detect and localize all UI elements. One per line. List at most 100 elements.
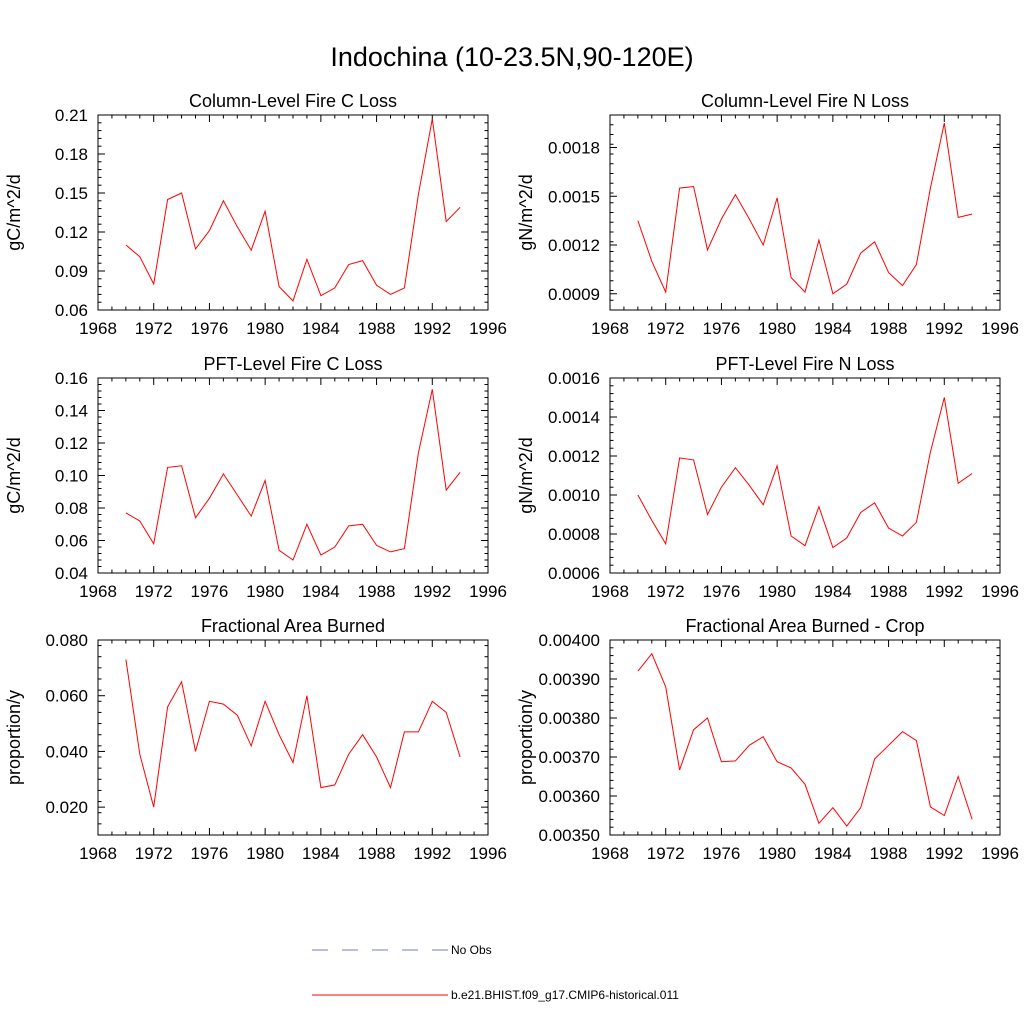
plot-frame	[609, 639, 1001, 836]
y-tick-label: 0.14	[55, 402, 88, 421]
x-tick-label: 1972	[135, 844, 173, 863]
chart-title: Column-Level Fire N Loss	[701, 91, 909, 111]
y-tick-label: 0.080	[45, 631, 88, 650]
series-line-1	[637, 652, 973, 827]
x-tick-label: 1976	[191, 844, 229, 863]
x-tick-label: 1988	[358, 844, 396, 863]
plot-frame	[97, 377, 489, 574]
x-tick-label: 1980	[758, 844, 796, 863]
x-tick-label: 1984	[302, 582, 340, 601]
chart-title: PFT-Level Fire C Loss	[203, 354, 382, 374]
y-tick-label: 0.12	[55, 434, 88, 453]
x-tick-label: 1968	[591, 582, 629, 601]
y-tick-label: 0.08	[55, 499, 88, 518]
y-tick-label: 0.00360	[539, 787, 600, 806]
chart-title: Column-Level Fire C Loss	[189, 91, 397, 111]
x-tick-label: 1968	[591, 844, 629, 863]
x-tick-label: 1980	[758, 319, 796, 338]
chart-panel-2: Column-Level Fire N Loss gN/m^2/d 1968 1972…	[516, 91, 1019, 338]
y-tick-label: 0.06	[55, 532, 88, 551]
y-axis-label: gC/m^2/d	[4, 174, 24, 250]
y-tick-label: 0.18	[55, 145, 88, 164]
y-tick-label: 0.00380	[539, 709, 600, 728]
x-tick-label: 1976	[191, 582, 229, 601]
x-tick-label: 1968	[79, 582, 117, 601]
series-line-1	[125, 389, 461, 561]
y-tick-label: 0.0015	[548, 187, 600, 206]
y-tick-label: 0.0014	[548, 408, 600, 427]
x-tick-label: 1976	[703, 582, 741, 601]
x-tick-label: 1968	[79, 319, 117, 338]
x-tick-label: 1972	[135, 319, 173, 338]
y-tick-label: 0.0008	[548, 525, 600, 544]
legend: No Obs b.e21.BHIST.f09_g17.CMIP6-histori…	[312, 943, 679, 1002]
x-tick-label: 1992	[413, 319, 451, 338]
series-line-1	[125, 118, 461, 302]
plot-frame	[97, 114, 489, 311]
x-tick-label: 1972	[647, 319, 685, 338]
y-axis-label: gN/m^2/d	[516, 174, 536, 250]
plot-frame	[97, 639, 489, 836]
x-tick-label: 1996	[981, 319, 1019, 338]
x-tick-label: 1988	[870, 582, 908, 601]
chart-panel-6: Fractional Area Burned - Crop proportion/…	[516, 616, 1019, 863]
y-tick-label: 0.040	[45, 742, 88, 761]
x-tick-label: 1996	[469, 844, 507, 863]
x-tick-label: 1992	[413, 844, 451, 863]
y-tick-label: 0.060	[45, 687, 88, 706]
y-tick-label: 0.12	[55, 223, 88, 242]
x-tick-label: 1996	[469, 319, 507, 338]
y-axis-label: gC/m^2/d	[4, 437, 24, 513]
y-tick-label: 0.21	[55, 106, 88, 125]
chart-title: Fractional Area Burned	[201, 616, 385, 636]
y-tick-label: 0.09	[55, 262, 88, 281]
x-tick-label: 1972	[647, 582, 685, 601]
y-tick-label: 0.00400	[539, 631, 600, 650]
series-line-1	[637, 122, 973, 295]
x-tick-label: 1996	[981, 844, 1019, 863]
chart-panel-5: Fractional Area Burned proportion/y 1968 19…	[4, 616, 507, 863]
y-tick-label: 0.0006	[548, 564, 600, 583]
y-tick-label: 0.10	[55, 467, 88, 486]
y-tick-label: 0.020	[45, 798, 88, 817]
x-tick-label: 1984	[814, 319, 852, 338]
x-tick-label: 1980	[758, 582, 796, 601]
figure-title: Indochina (10-23.5N,90-120E)	[330, 42, 693, 72]
x-tick-label: 1992	[413, 582, 451, 601]
x-tick-label: 1996	[469, 582, 507, 601]
x-tick-label: 1972	[647, 844, 685, 863]
y-axis-label: proportion/y	[4, 690, 24, 785]
y-tick-label: 0.04	[55, 564, 88, 583]
y-tick-label: 0.00390	[539, 670, 600, 689]
x-tick-label: 1992	[925, 319, 963, 338]
chart-panel-3: PFT-Level Fire C Loss gC/m^2/d 1968 1972 197…	[4, 354, 507, 601]
x-tick-label: 1984	[302, 844, 340, 863]
series-line-1	[637, 397, 973, 549]
x-tick-label: 1968	[79, 844, 117, 863]
y-tick-label: 0.06	[55, 301, 88, 320]
x-tick-label: 1976	[191, 319, 229, 338]
y-tick-label: 0.16	[55, 369, 88, 388]
chart-title: Fractional Area Burned - Crop	[685, 616, 924, 636]
x-tick-label: 1984	[814, 582, 852, 601]
chart-title: PFT-Level Fire N Loss	[715, 354, 894, 374]
x-tick-label: 1976	[703, 844, 741, 863]
y-axis-label: proportion/y	[516, 690, 536, 785]
y-tick-label: 0.0009	[548, 285, 600, 304]
y-tick-label: 0.00350	[539, 826, 600, 845]
y-tick-label: 0.00370	[539, 748, 600, 767]
y-tick-label: 0.0012	[548, 236, 600, 255]
x-tick-label: 1984	[814, 844, 852, 863]
x-tick-label: 1992	[925, 844, 963, 863]
plot-frame	[609, 114, 1001, 311]
legend-label-no-obs: No Obs	[451, 943, 492, 957]
x-tick-label: 1968	[591, 319, 629, 338]
x-tick-label: 1976	[703, 319, 741, 338]
y-tick-label: 0.15	[55, 184, 88, 203]
x-tick-label: 1980	[246, 582, 284, 601]
chart-panel-1: Column-Level Fire C Loss gC/m^2/d 1968 1972…	[4, 91, 507, 338]
y-axis-label: gN/m^2/d	[516, 437, 536, 513]
y-tick-label: 0.0010	[548, 486, 600, 505]
y-tick-label: 0.0016	[548, 369, 600, 388]
y-tick-label: 0.0018	[548, 139, 600, 158]
